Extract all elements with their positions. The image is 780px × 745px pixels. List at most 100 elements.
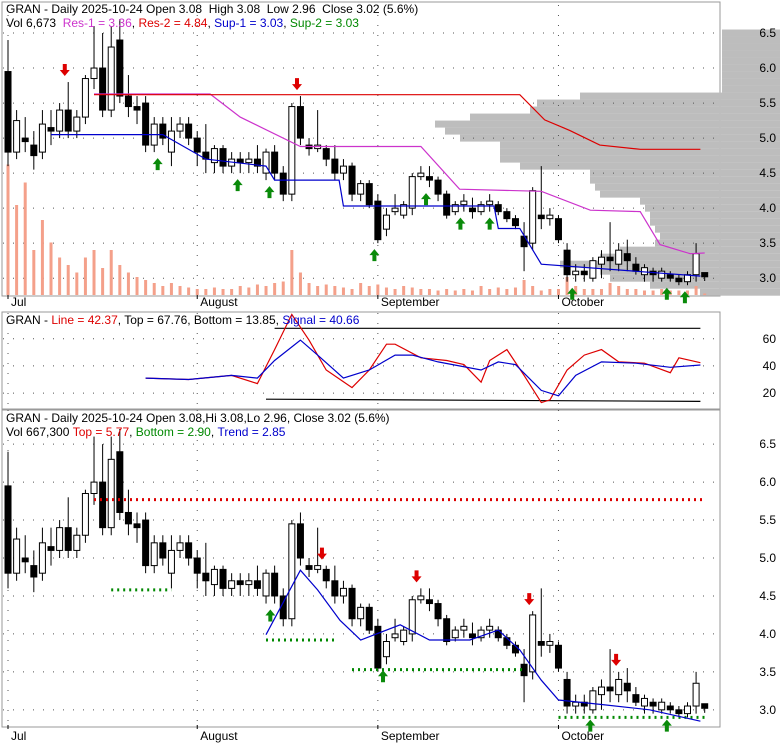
- candle-body: [572, 701, 580, 707]
- header-text: GRAN - Daily 2025-10-24 Open 3.08,Hi 3.0…: [6, 411, 390, 425]
- candle-body: [683, 705, 691, 715]
- volume-bar: [324, 284, 328, 295]
- candle-body: [443, 618, 451, 643]
- month-label: October: [561, 295, 604, 309]
- candle-body: [632, 694, 640, 703]
- volume-bar: [255, 284, 259, 295]
- candle-body: [253, 580, 261, 589]
- candle-body: [322, 148, 330, 160]
- buy-arrow: [679, 291, 690, 304]
- volume-profile-bar: [590, 169, 780, 177]
- volume-bar: [479, 286, 483, 295]
- candle-body: [271, 151, 279, 174]
- sell-arrow: [316, 547, 327, 560]
- candle-body: [253, 158, 261, 167]
- candle-body: [116, 451, 124, 513]
- buy-arrow: [369, 249, 380, 262]
- candle-body: [107, 46, 115, 111]
- trend-panel: [1, 409, 721, 728]
- candle-body: [400, 204, 408, 216]
- header-text: ,: [283, 16, 290, 30]
- candle-body: [245, 580, 253, 586]
- candle-body: [245, 158, 253, 164]
- candle-body: [365, 183, 373, 206]
- header-text: ,: [132, 16, 139, 30]
- volume-bar: [617, 286, 621, 295]
- candle-body: [632, 263, 640, 272]
- candle-body: [314, 565, 322, 570]
- candle-body: [658, 701, 666, 711]
- volume-profile-bar: [560, 260, 780, 268]
- candle-body: [210, 148, 218, 164]
- candle-body: [554, 644, 562, 669]
- volume-profile-bar: [500, 141, 780, 149]
- candle-body: [21, 557, 29, 563]
- candle-body: [81, 492, 89, 536]
- candle-body: [4, 485, 12, 574]
- volume-bar: [187, 287, 191, 295]
- volume-bar: [290, 250, 294, 295]
- candle-body: [417, 172, 425, 178]
- candle-body: [666, 274, 674, 279]
- volume-profile-bar: [722, 64, 780, 72]
- candle-body: [167, 549, 175, 574]
- y-tick-label: 6.5: [759, 437, 776, 451]
- candle-body: [701, 272, 709, 278]
- month-label: Jul: [11, 729, 26, 743]
- header-text: Vol 667,300: [6, 425, 73, 439]
- volume-bar: [539, 290, 543, 295]
- candle-body: [374, 625, 382, 669]
- volume-profile-bar: [470, 113, 780, 121]
- volume-profile-bar: [650, 218, 780, 226]
- candle-body: [692, 682, 700, 707]
- candle-body: [339, 587, 347, 597]
- candle-body: [30, 565, 38, 578]
- volume-bar: [574, 286, 578, 295]
- candle-body: [460, 200, 468, 206]
- volume-bar: [513, 287, 517, 295]
- candle-body: [159, 542, 167, 559]
- y-tick-label: 6.0: [759, 61, 776, 75]
- candle-body: [296, 523, 304, 559]
- volume-bar: [238, 286, 242, 295]
- header-text: Trend = 2.85: [218, 425, 286, 439]
- candle-body: [554, 218, 562, 241]
- candle-body: [193, 557, 201, 574]
- candle-body: [133, 106, 141, 111]
- volume-bar: [522, 280, 526, 295]
- candle-body: [546, 641, 554, 646]
- buy-arrow: [152, 158, 163, 171]
- indicator-line: [265, 569, 701, 722]
- candle-body: [288, 523, 296, 620]
- candle-body: [486, 625, 494, 631]
- sell-arrow: [292, 78, 303, 91]
- y-tick-label: 5.0: [759, 551, 776, 565]
- volume-bar: [436, 290, 440, 295]
- indicator-line: [94, 94, 701, 150]
- volume-bar: [40, 220, 44, 295]
- y-tick-label: 3.5: [759, 665, 776, 679]
- candle-body: [408, 176, 416, 209]
- candle-body: [271, 572, 279, 597]
- candle-body: [666, 705, 674, 711]
- volume-bar: [161, 286, 165, 295]
- volume-profile-bar: [600, 267, 780, 275]
- candle-body: [331, 580, 339, 597]
- volume-bar: [393, 289, 397, 295]
- candle-body: [400, 629, 408, 643]
- candle-body: [38, 542, 46, 574]
- volume-bar: [341, 287, 345, 295]
- indicator-line: [94, 93, 705, 255]
- candle-body: [589, 690, 597, 711]
- candle-body: [597, 686, 605, 696]
- sell-arrow: [524, 593, 535, 606]
- volume-profile-bar: [500, 148, 780, 156]
- volume-bar: [608, 283, 612, 295]
- candle-body: [339, 165, 347, 174]
- candle-body: [408, 599, 416, 635]
- volume-bar: [591, 289, 595, 295]
- candle-body: [675, 709, 683, 715]
- volume-profile-bar: [722, 50, 780, 58]
- y-tick-label: 3.5: [759, 236, 776, 250]
- candle-body: [503, 637, 511, 646]
